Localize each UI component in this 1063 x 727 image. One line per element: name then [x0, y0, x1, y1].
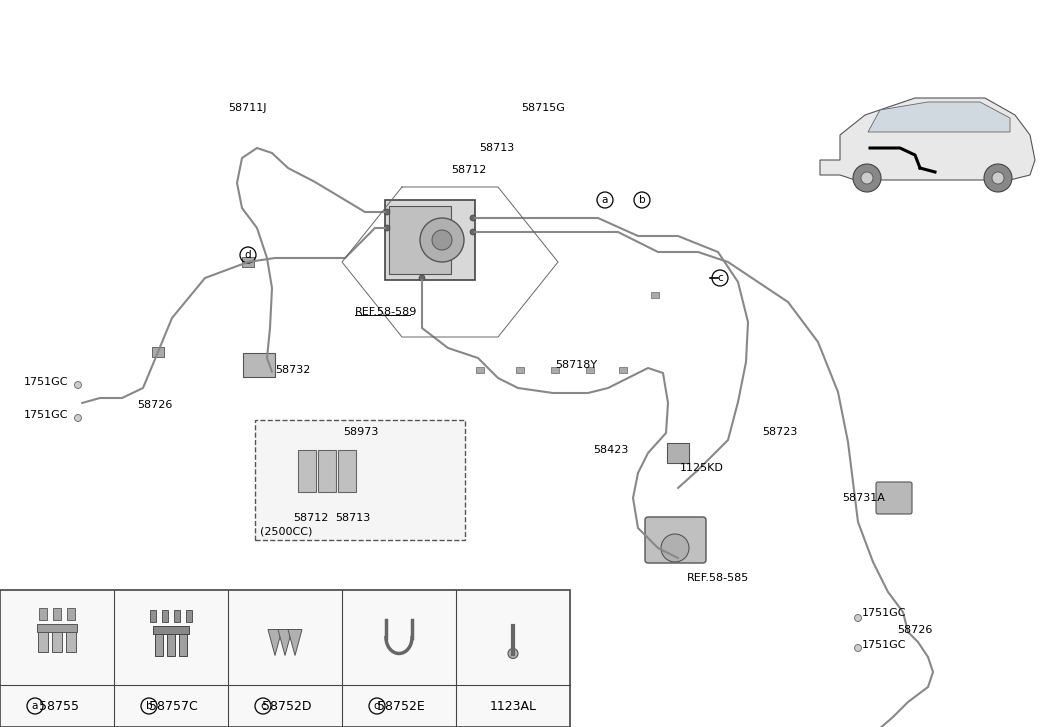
Circle shape — [432, 230, 452, 250]
FancyBboxPatch shape — [338, 450, 356, 492]
Text: 58711J: 58711J — [227, 103, 266, 113]
Circle shape — [419, 275, 425, 281]
Circle shape — [992, 172, 1003, 184]
Text: a: a — [602, 195, 608, 205]
Bar — [516, 367, 524, 373]
Text: d: d — [244, 250, 251, 260]
FancyBboxPatch shape — [645, 517, 706, 563]
Circle shape — [74, 414, 82, 422]
Text: c: c — [718, 273, 723, 283]
Polygon shape — [268, 630, 282, 656]
Polygon shape — [820, 98, 1035, 180]
Text: REF.58-585: REF.58-585 — [687, 573, 749, 583]
Bar — [67, 608, 75, 619]
Text: 58973: 58973 — [343, 427, 378, 437]
Bar — [551, 367, 559, 373]
Text: 58713: 58713 — [479, 143, 514, 153]
Text: 1751GC: 1751GC — [862, 608, 907, 618]
Bar — [389, 206, 451, 274]
Text: 58726: 58726 — [897, 625, 932, 635]
Text: c: c — [260, 701, 266, 711]
Text: 1751GC: 1751GC — [862, 640, 907, 650]
Bar — [162, 609, 168, 622]
Bar — [153, 625, 189, 633]
Bar — [38, 625, 48, 651]
Bar — [179, 625, 187, 656]
Polygon shape — [279, 630, 292, 656]
Circle shape — [470, 229, 476, 235]
Circle shape — [420, 218, 465, 262]
Polygon shape — [868, 102, 1010, 132]
Bar — [66, 625, 75, 651]
Text: (2500CC): (2500CC) — [260, 527, 313, 537]
Text: 58715G: 58715G — [521, 103, 564, 113]
Bar — [167, 625, 175, 656]
Text: 58423: 58423 — [593, 445, 628, 455]
Bar — [255, 420, 465, 540]
Bar — [152, 347, 164, 357]
Circle shape — [855, 614, 861, 622]
Polygon shape — [288, 630, 302, 656]
Text: 58726: 58726 — [137, 400, 172, 410]
Bar — [150, 609, 156, 622]
Text: 1751GC: 1751GC — [23, 410, 68, 420]
Bar — [174, 609, 180, 622]
Text: b: b — [639, 195, 645, 205]
Text: 58732: 58732 — [275, 365, 310, 375]
Text: a: a — [32, 701, 38, 711]
Circle shape — [384, 225, 390, 231]
FancyBboxPatch shape — [318, 450, 336, 492]
Text: 58713: 58713 — [335, 513, 370, 523]
Text: 58757C: 58757C — [149, 699, 198, 712]
Text: 58712: 58712 — [293, 513, 328, 523]
Bar — [476, 367, 484, 373]
Bar — [53, 608, 61, 619]
Bar — [186, 609, 192, 622]
Bar — [52, 625, 62, 651]
Circle shape — [853, 164, 881, 192]
Bar — [37, 624, 77, 632]
Circle shape — [984, 164, 1012, 192]
Bar — [651, 292, 659, 298]
Circle shape — [661, 534, 689, 562]
FancyBboxPatch shape — [385, 200, 475, 280]
Text: 58755: 58755 — [39, 699, 79, 712]
Circle shape — [74, 382, 82, 388]
Text: d: d — [374, 701, 381, 711]
Bar — [0, 590, 570, 727]
Text: 1751GC: 1751GC — [23, 377, 68, 387]
Bar — [155, 625, 163, 656]
FancyBboxPatch shape — [667, 443, 689, 463]
Circle shape — [470, 215, 476, 221]
FancyBboxPatch shape — [876, 482, 912, 514]
Text: REF.58-589: REF.58-589 — [355, 307, 418, 317]
Text: 58718Y: 58718Y — [555, 360, 597, 370]
Text: 1123AL: 1123AL — [489, 699, 537, 712]
Bar — [39, 608, 47, 619]
Circle shape — [384, 209, 390, 215]
Text: 58752D: 58752D — [263, 699, 311, 712]
FancyBboxPatch shape — [298, 450, 316, 492]
Text: b: b — [146, 701, 152, 711]
Text: 58731A: 58731A — [842, 493, 884, 503]
FancyBboxPatch shape — [243, 353, 275, 377]
Text: 58752E: 58752E — [377, 699, 425, 712]
Bar — [586, 367, 594, 373]
Circle shape — [861, 172, 873, 184]
Text: 1125KD: 1125KD — [680, 463, 724, 473]
Text: 58712: 58712 — [451, 165, 487, 175]
Bar — [242, 257, 254, 267]
Circle shape — [855, 645, 861, 651]
Bar — [619, 367, 627, 373]
Circle shape — [508, 648, 518, 659]
Text: 58723: 58723 — [762, 427, 797, 437]
